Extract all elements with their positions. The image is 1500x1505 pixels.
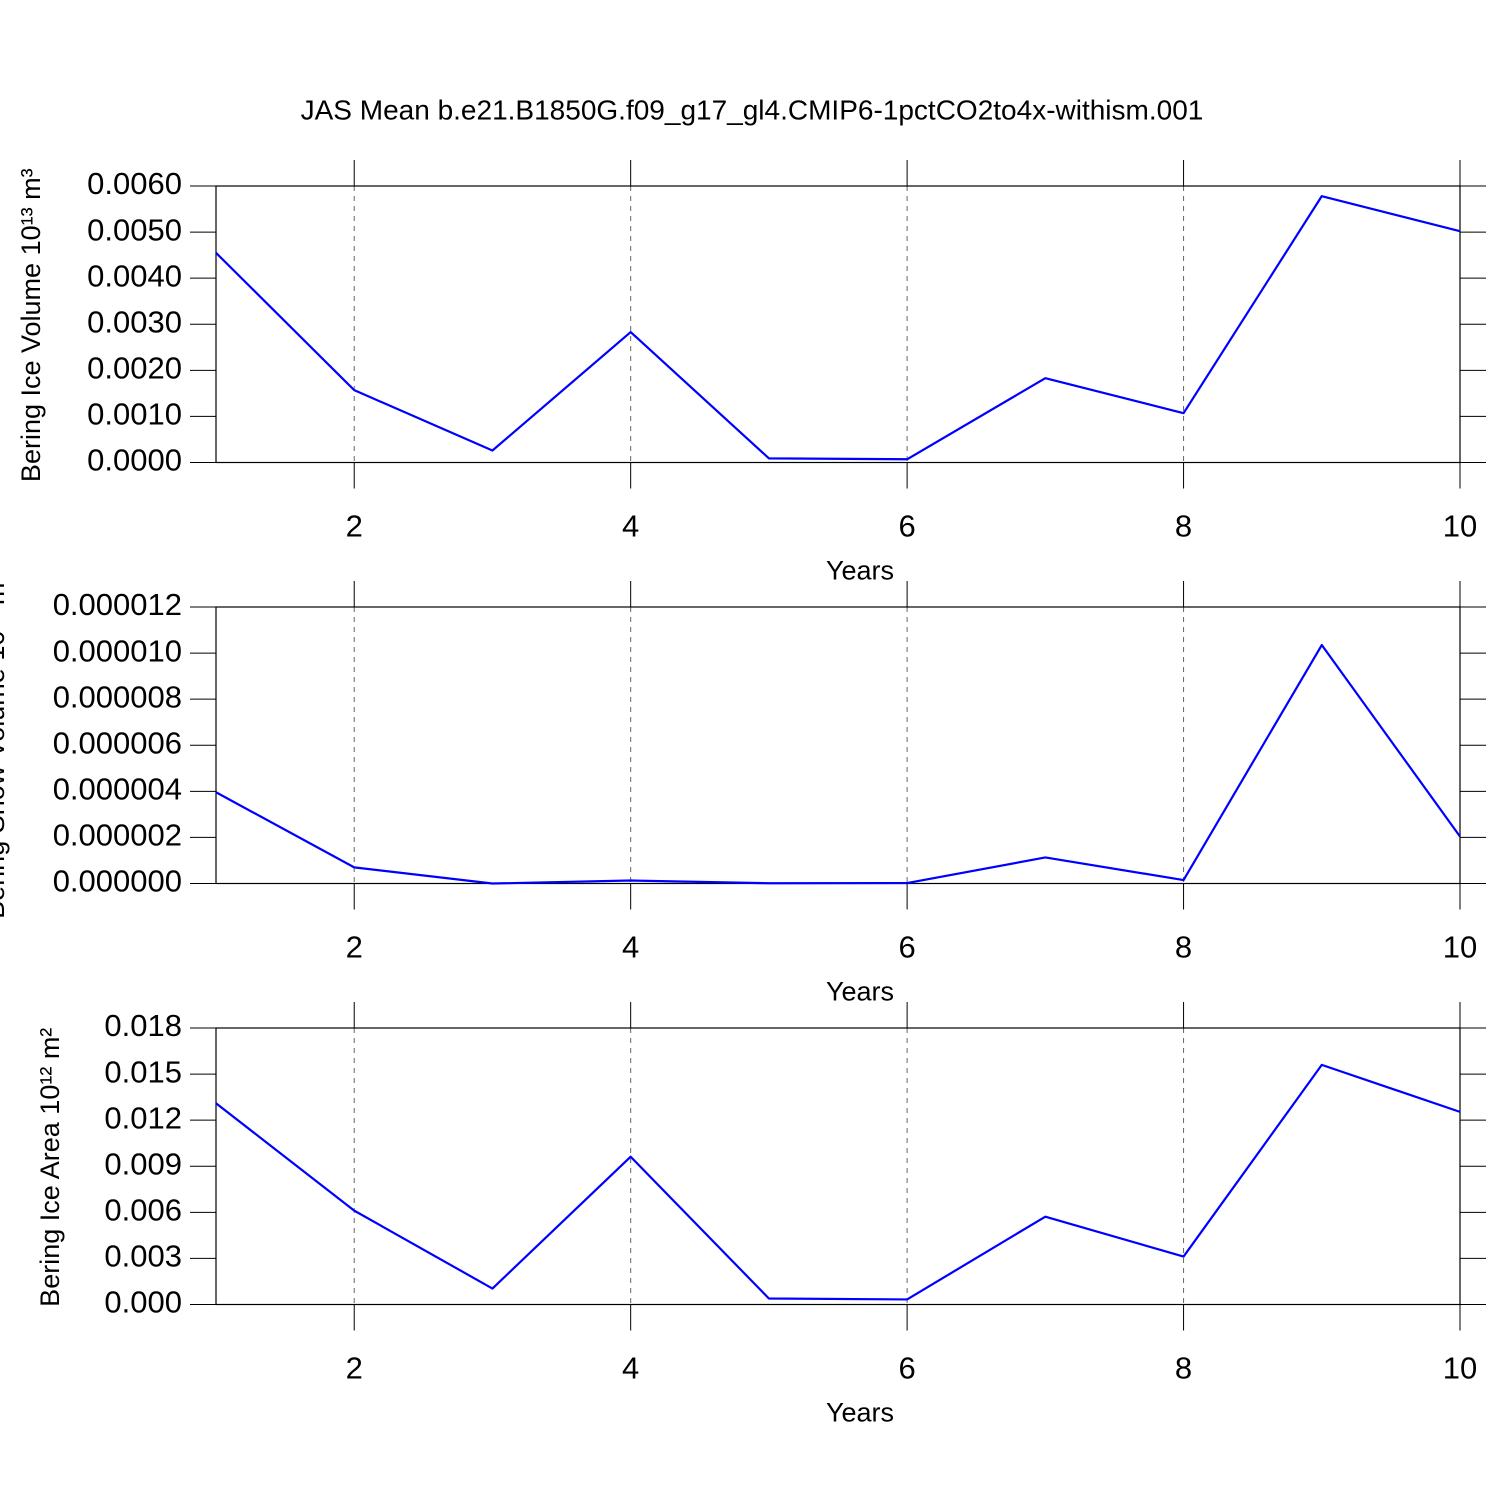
x-axis-label: Years	[826, 556, 894, 586]
y-tick-label: 0.000008	[53, 679, 182, 714]
y-tick-label: 0.0060	[87, 166, 182, 201]
y-tick-label: 0.006	[104, 1193, 182, 1228]
x-tick-label: 8	[1175, 930, 1192, 965]
x-tick-label: 2	[346, 509, 363, 544]
y-tick-label: 0.000000	[53, 864, 182, 899]
y-tick-label: 0.000006	[53, 725, 182, 760]
x-tick-label: 4	[622, 509, 639, 544]
y-tick-label: 0.000002	[53, 818, 182, 853]
x-tick-label: 10	[1443, 930, 1477, 965]
x-tick-label: 6	[898, 930, 915, 965]
plot-frame	[215, 606, 1461, 885]
x-tick-label: 4	[622, 930, 639, 965]
plot-frame	[215, 1027, 1461, 1306]
y-tick-label: 0.000004	[53, 772, 182, 807]
x-tick-label: 8	[1175, 1351, 1192, 1386]
x-axis-label: Years	[826, 977, 894, 1007]
y-tick-label: 0.015	[104, 1054, 182, 1089]
y-tick-label: 0.012	[104, 1100, 182, 1135]
chart-title: JAS Mean b.e21.B1850G.f09_g17_gl4.CMIP6-…	[301, 94, 1204, 125]
y-tick-label: 0.003	[104, 1239, 182, 1274]
y-tick-label: 0.000012	[53, 587, 182, 622]
y-tick-label: 0.0000	[87, 443, 182, 478]
x-tick-label: 10	[1443, 509, 1477, 544]
data-line	[215, 1063, 1461, 1301]
x-tick-label: 8	[1175, 509, 1192, 544]
y-tick-label: 0.0020	[87, 351, 182, 386]
y-tick-label: 0.000010	[53, 633, 182, 668]
y-tick-label: 0.018	[104, 1008, 182, 1043]
data-line	[215, 643, 1461, 885]
x-tick-label: 6	[898, 509, 915, 544]
y-tick-label: 0.000	[104, 1285, 182, 1320]
y-tick-label: 0.009	[104, 1146, 182, 1181]
x-axis-label: Years	[826, 1398, 894, 1428]
data-line	[215, 195, 1461, 461]
x-tick-label: 6	[898, 1351, 915, 1386]
x-tick-label: 10	[1443, 1351, 1477, 1386]
y-axis-label: Bering Ice Volume 10¹³ m³	[16, 168, 46, 482]
y-tick-label: 0.0030	[87, 304, 182, 339]
y-tick-label: 0.0010	[87, 397, 182, 432]
y-tick-label: 0.0040	[87, 258, 182, 293]
plot-frame	[215, 185, 1461, 464]
y-tick-label: 0.0050	[87, 212, 182, 247]
y-axis-label: Bering Snow Volume 10¹³ m³	[0, 574, 10, 919]
y-axis-label: Bering Ice Area 10¹² m²	[35, 1028, 65, 1307]
x-tick-label: 2	[346, 930, 363, 965]
x-tick-label: 2	[346, 1351, 363, 1386]
x-tick-label: 4	[622, 1351, 639, 1386]
